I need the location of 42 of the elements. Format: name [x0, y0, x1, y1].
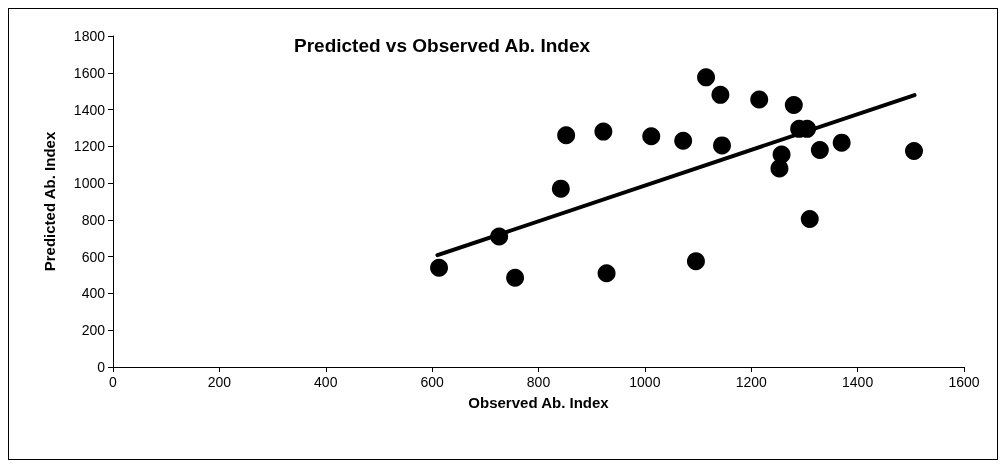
y-tick-label: 1400	[73, 101, 106, 118]
y-tick-label: 1600	[73, 64, 106, 81]
x-tick-label: 0	[109, 374, 118, 390]
point	[557, 126, 576, 145]
x-tick-label: 800	[526, 374, 551, 390]
chart-title: Predicted vs Observed Ab. Index	[294, 35, 591, 56]
x-axis-title: Observed Ab. Index	[468, 394, 610, 411]
point	[832, 133, 851, 152]
y-tick-label: 0	[97, 359, 106, 375]
y-tick-label: 800	[81, 211, 106, 228]
x-tick-label: 1200	[735, 374, 768, 390]
x-tick-label: 1000	[629, 374, 661, 390]
point	[597, 264, 616, 283]
point	[810, 141, 829, 160]
point	[711, 85, 730, 104]
point	[490, 227, 509, 246]
y-tick-label: 1000	[73, 175, 106, 192]
y-tick-label: 1800	[73, 28, 106, 44]
point	[713, 136, 731, 155]
point	[551, 179, 570, 198]
x-tick-label: 200	[207, 374, 232, 390]
point	[800, 209, 819, 228]
point	[905, 141, 923, 160]
x-tick-label: 600	[420, 374, 445, 390]
y-tick-label: 200	[81, 322, 106, 339]
x-tick-label: 1400	[842, 374, 874, 390]
x-tick-label: 400	[314, 374, 338, 390]
y-tick-label: 400	[81, 285, 106, 302]
point	[430, 258, 449, 277]
y-tick-label: 600	[81, 248, 106, 265]
point	[642, 127, 661, 146]
point	[750, 90, 769, 109]
y-tick-label: 1200	[73, 138, 106, 155]
y-axis-title: Predicted Ab. Index	[41, 131, 58, 272]
point	[784, 95, 803, 114]
point	[594, 122, 613, 141]
point	[686, 252, 705, 271]
point	[506, 268, 525, 287]
x-tick-label: 1600	[948, 374, 980, 390]
point	[697, 68, 716, 87]
point	[674, 131, 693, 150]
point	[772, 145, 791, 164]
